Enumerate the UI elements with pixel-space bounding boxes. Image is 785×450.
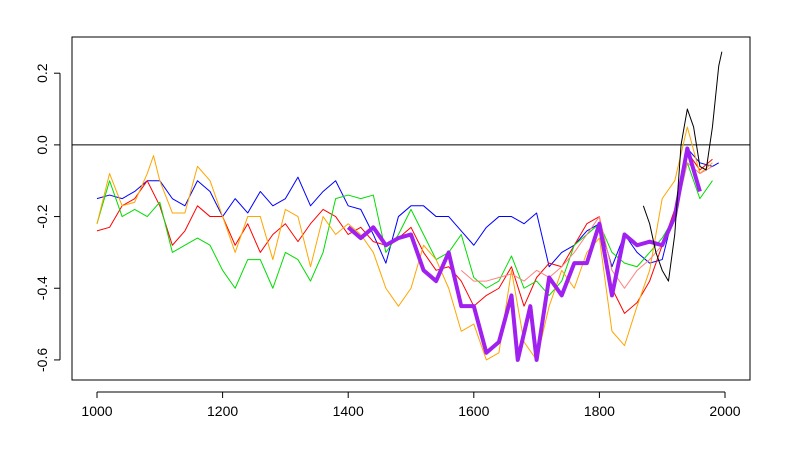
series-line [96,126,713,361]
y-tick-label: 0.0 [34,135,50,155]
series-line [96,147,719,268]
series-line [460,162,713,289]
x-tick-label: 2000 [709,403,740,419]
y-tick-label: -0.2 [34,204,50,228]
x-tick-label: 1800 [584,403,615,419]
y-tick-label: 0.2 [34,63,50,83]
series-line [96,162,713,296]
series-line [346,146,702,362]
x-tick-label: 1200 [207,403,238,419]
x-tick-label: 1400 [333,403,364,419]
series-line [96,151,713,314]
y-tick-label: -0.6 [34,348,50,372]
series-line [642,51,723,282]
x-tick-label: 1000 [81,403,112,419]
x-tick-label: 1600 [458,403,489,419]
y-tick-label: -0.4 [34,276,50,300]
plot-box [71,36,751,381]
